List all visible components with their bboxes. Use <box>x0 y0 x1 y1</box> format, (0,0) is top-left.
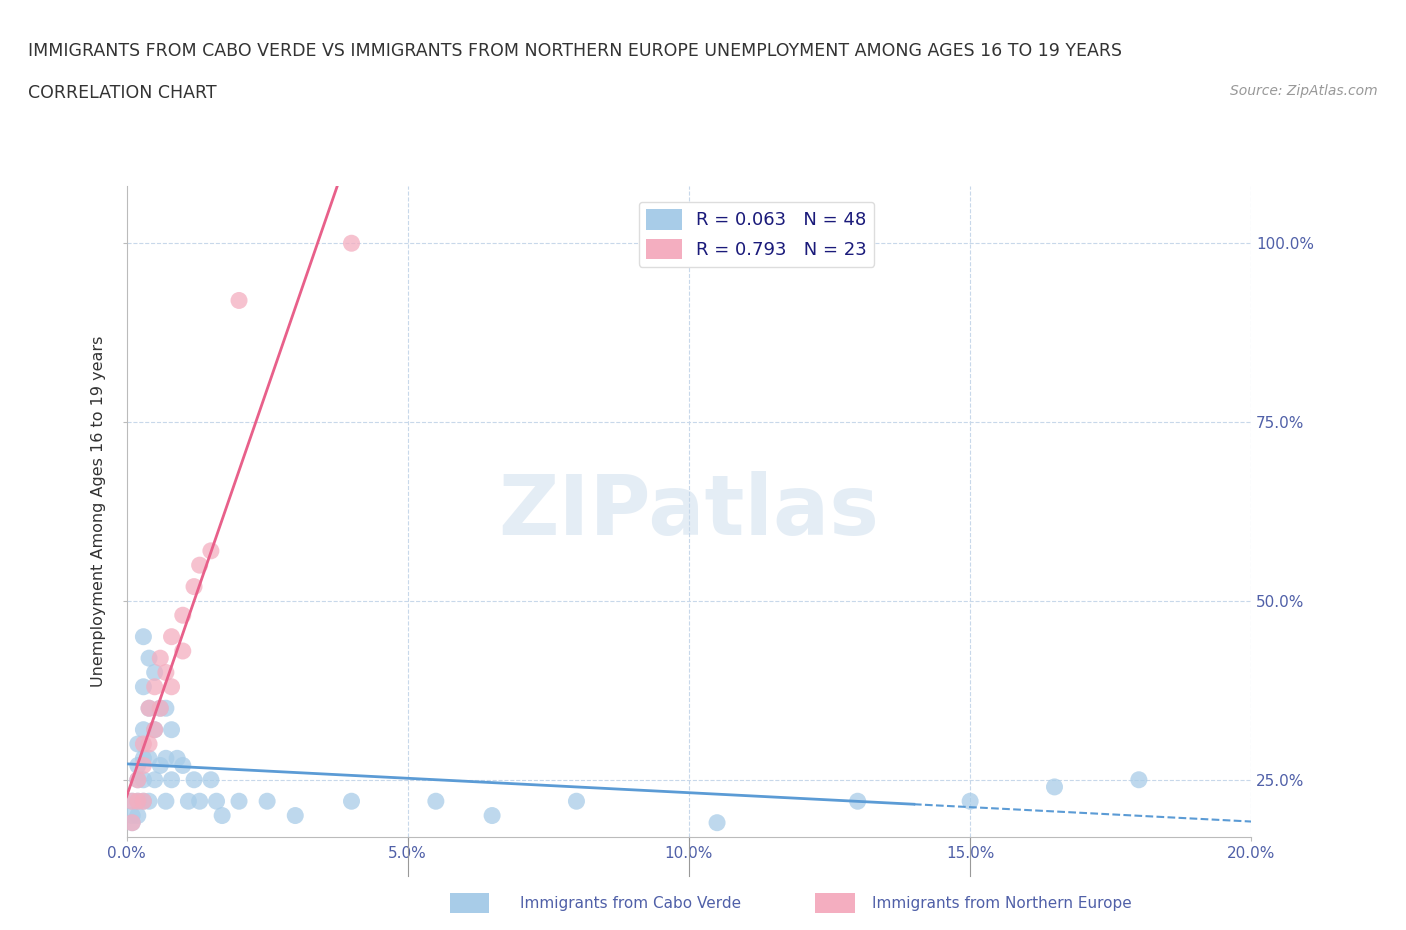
Point <box>149 651 172 666</box>
Point <box>205 794 228 809</box>
Point <box>155 665 177 680</box>
Point <box>172 608 194 623</box>
Point <box>959 794 981 809</box>
Point <box>160 723 183 737</box>
Point <box>846 794 869 809</box>
Point <box>132 737 155 751</box>
Point <box>200 543 222 558</box>
Point <box>256 794 278 809</box>
Point <box>127 737 149 751</box>
Point <box>143 679 166 694</box>
Point <box>132 723 155 737</box>
Point <box>127 808 149 823</box>
Point <box>172 758 194 773</box>
Point <box>1128 772 1150 787</box>
Point <box>706 816 728 830</box>
Text: IMMIGRANTS FROM CABO VERDE VS IMMIGRANTS FROM NORTHERN EUROPE UNEMPLOYMENT AMONG: IMMIGRANTS FROM CABO VERDE VS IMMIGRANTS… <box>28 42 1122 60</box>
Point <box>481 808 503 823</box>
Text: Source: ZipAtlas.com: Source: ZipAtlas.com <box>1230 84 1378 98</box>
Point <box>188 794 211 809</box>
Point <box>127 758 149 773</box>
Point <box>132 772 155 787</box>
Point <box>155 701 177 716</box>
Point <box>132 758 155 773</box>
Point <box>160 630 183 644</box>
Point <box>160 772 183 787</box>
Point <box>121 808 143 823</box>
Point <box>132 630 155 644</box>
Point <box>132 794 155 809</box>
Point <box>138 737 160 751</box>
Point <box>127 772 149 787</box>
Point <box>340 236 363 251</box>
Point <box>132 751 155 765</box>
Point <box>143 665 166 680</box>
Point <box>132 679 155 694</box>
Point <box>132 794 155 809</box>
Text: Immigrants from Cabo Verde: Immigrants from Cabo Verde <box>520 897 741 911</box>
Point <box>138 751 160 765</box>
Point <box>228 794 250 809</box>
Point <box>425 794 447 809</box>
Point <box>127 794 149 809</box>
Point <box>284 808 307 823</box>
Point <box>160 679 183 694</box>
Point <box>340 794 363 809</box>
Point <box>183 772 205 787</box>
Point <box>143 772 166 787</box>
Point <box>143 723 166 737</box>
Point <box>149 758 172 773</box>
Point <box>138 701 160 716</box>
Point <box>138 651 160 666</box>
Point <box>149 701 172 716</box>
Text: CORRELATION CHART: CORRELATION CHART <box>28 84 217 101</box>
Point <box>155 751 177 765</box>
Point <box>127 772 149 787</box>
Point <box>1043 779 1066 794</box>
Point <box>166 751 188 765</box>
Point <box>121 816 143 830</box>
Point <box>155 794 177 809</box>
Point <box>211 808 233 823</box>
Point <box>143 723 166 737</box>
Point <box>138 794 160 809</box>
Point <box>127 794 149 809</box>
Point <box>183 579 205 594</box>
Point <box>188 558 211 573</box>
Legend: R = 0.063   N = 48, R = 0.793   N = 23: R = 0.063 N = 48, R = 0.793 N = 23 <box>638 202 875 267</box>
Point <box>177 794 200 809</box>
Point <box>149 701 172 716</box>
Text: Immigrants from Northern Europe: Immigrants from Northern Europe <box>872 897 1132 911</box>
Point <box>200 772 222 787</box>
Text: ZIPatlas: ZIPatlas <box>499 471 879 552</box>
Point <box>172 644 194 658</box>
Point <box>121 794 143 809</box>
Point <box>228 293 250 308</box>
Point <box>121 794 143 809</box>
Point <box>138 701 160 716</box>
Point <box>565 794 588 809</box>
Point <box>121 816 143 830</box>
Y-axis label: Unemployment Among Ages 16 to 19 years: Unemployment Among Ages 16 to 19 years <box>91 336 107 687</box>
